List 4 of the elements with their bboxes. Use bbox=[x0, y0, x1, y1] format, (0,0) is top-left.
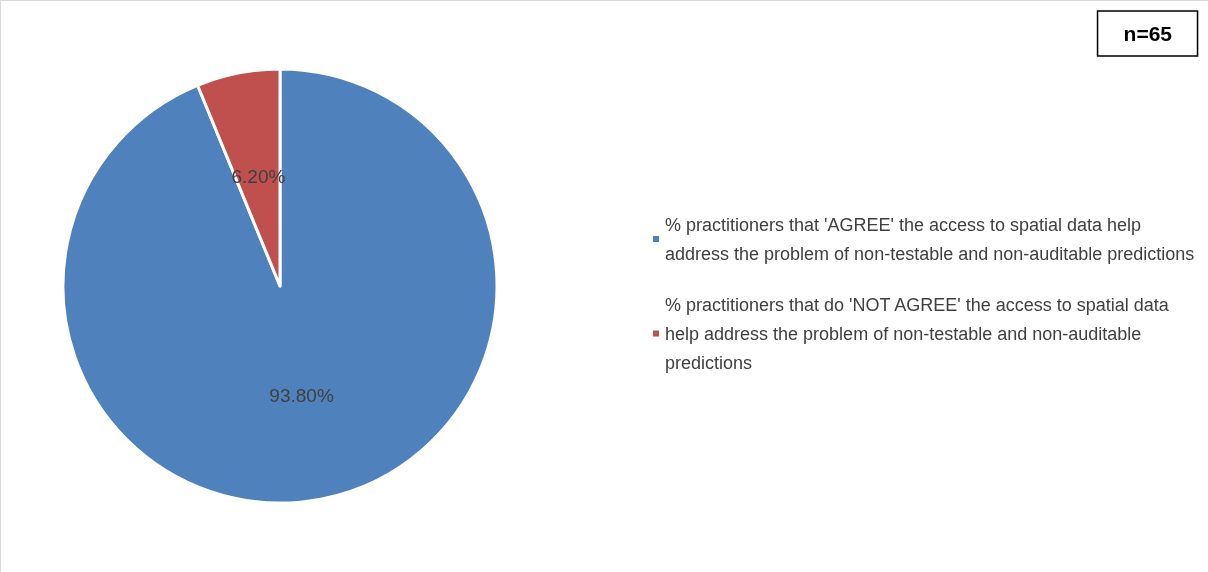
text: n=65 bbox=[1123, 22, 1173, 45]
legend-label: % practitioners that 'AGREE' the access to spatial data help address the problem of non-testable and non-auditable predictions bbox=[665, 214, 1195, 264]
legend-label: % practitioners that do 'NOT AGREE' the access to spatial data help address the problem of non-testable and non-auditable predictions bbox=[665, 294, 1174, 373]
data-label: 93.80% bbox=[269, 384, 334, 406]
